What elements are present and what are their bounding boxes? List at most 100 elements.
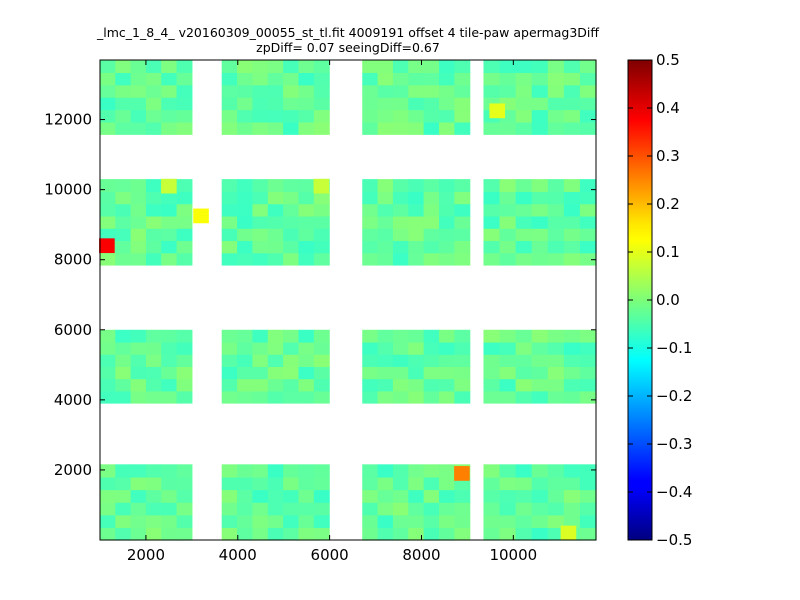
heatmap-cell <box>547 252 565 266</box>
heatmap-cell <box>237 121 254 135</box>
heatmap-cell <box>454 366 471 380</box>
heatmap-cell <box>483 502 501 516</box>
heatmap-cell <box>283 341 300 355</box>
heatmap-cell <box>267 354 284 367</box>
heatmap-cell <box>313 341 330 355</box>
heatmap-cell <box>392 60 409 73</box>
heatmap-cell <box>579 84 597 98</box>
heatmap-cell <box>176 84 193 98</box>
heatmap-cell <box>283 215 300 229</box>
heatmap-cell <box>313 203 330 217</box>
heatmap-cell <box>267 464 284 478</box>
heatmap-cell <box>563 72 581 86</box>
heatmap-cell <box>221 191 238 205</box>
heatmap-cell <box>176 464 193 478</box>
heatmap-cell <box>313 97 330 111</box>
heatmap-cell <box>176 476 193 491</box>
heatmap-cell <box>115 109 132 123</box>
heatmap-cell <box>145 203 162 217</box>
heatmap-cell <box>454 489 471 503</box>
heatmap-cell <box>161 527 178 541</box>
heatmap-cell <box>377 366 394 380</box>
heatmap-cell <box>454 203 471 217</box>
heatmap-cell <box>579 527 597 541</box>
colorbar-tick-label: −0.2 <box>656 387 692 405</box>
heatmap-cell <box>377 60 394 73</box>
heatmap-cell <box>283 72 300 86</box>
y-tick-label: 6000 <box>54 321 92 339</box>
heatmap-cell <box>377 228 394 242</box>
heatmap-cell <box>237 502 254 516</box>
heatmap-cell <box>313 366 330 380</box>
heatmap-cell <box>362 60 379 73</box>
heatmap-highlight-cell <box>454 466 470 481</box>
heatmap-cell <box>221 476 238 491</box>
heatmap-cell <box>252 527 269 541</box>
heatmap-cell <box>499 203 517 217</box>
heatmap-cell <box>377 179 394 192</box>
heatmap-cell <box>145 252 162 266</box>
heatmap-cell <box>252 366 269 380</box>
heatmap-cell <box>392 378 409 392</box>
heatmap-cell <box>115 464 132 478</box>
heatmap-cell <box>115 390 132 404</box>
heatmap-cell <box>423 514 440 528</box>
heatmap-cell <box>313 60 330 73</box>
heatmap-cell <box>483 354 501 367</box>
heatmap-cell <box>563 252 581 266</box>
heatmap-cell <box>313 464 330 478</box>
heatmap-cell <box>377 240 394 254</box>
heatmap-cell <box>313 109 330 123</box>
heatmap-cell <box>252 329 269 343</box>
heatmap-cell <box>392 366 409 380</box>
heatmap-cell <box>499 378 517 392</box>
heatmap-cell <box>563 179 581 192</box>
heatmap-cell <box>362 502 379 516</box>
heatmap-cell <box>392 502 409 516</box>
heatmap-cell <box>221 390 238 404</box>
heatmap-cell <box>313 72 330 86</box>
heatmap-cell <box>563 60 581 73</box>
heatmap-cell <box>130 179 147 192</box>
heatmap-cell <box>579 203 597 217</box>
heatmap-cell <box>515 191 533 205</box>
heatmap-cell <box>252 72 269 86</box>
heatmap-cell <box>408 60 425 73</box>
heatmap-cell <box>176 215 193 229</box>
heatmap-cell <box>515 476 533 491</box>
heatmap-cell <box>408 228 425 242</box>
heatmap-cell <box>531 252 549 266</box>
heatmap-cell <box>100 109 116 123</box>
heatmap-cell <box>145 109 162 123</box>
heatmap-cell <box>145 489 162 503</box>
heatmap-cell <box>499 252 517 266</box>
heatmap-cell <box>267 215 284 229</box>
heatmap-cell <box>392 476 409 491</box>
heatmap-cell <box>161 464 178 478</box>
heatmap-cell <box>531 329 549 343</box>
y-tick-label: 10000 <box>44 181 92 199</box>
heatmap-cell <box>377 97 394 111</box>
heatmap-cell <box>252 489 269 503</box>
heatmap-cell <box>130 72 147 86</box>
heatmap-cell <box>237 84 254 98</box>
heatmap-cell <box>221 366 238 380</box>
heatmap-cell <box>298 464 315 478</box>
heatmap-cell <box>100 228 116 242</box>
heatmap-cell <box>531 179 549 192</box>
heatmap-cell <box>145 527 162 541</box>
heatmap-cell <box>531 489 549 503</box>
heatmap-cell <box>115 84 132 98</box>
heatmap-cell <box>392 84 409 98</box>
heatmap-cell <box>483 341 501 355</box>
heatmap-cell <box>221 121 238 135</box>
heatmap-cell <box>377 191 394 205</box>
heatmap-cell <box>377 527 394 541</box>
heatmap-highlight-cell <box>313 178 330 194</box>
x-axis: 2000 4000 6000 8000 10000 <box>127 60 537 564</box>
heatmap-cell <box>547 354 565 367</box>
heatmap-cell <box>515 502 533 516</box>
heatmap-cell <box>283 527 300 541</box>
heatmap-cell <box>531 341 549 355</box>
heatmap-cell <box>267 97 284 111</box>
